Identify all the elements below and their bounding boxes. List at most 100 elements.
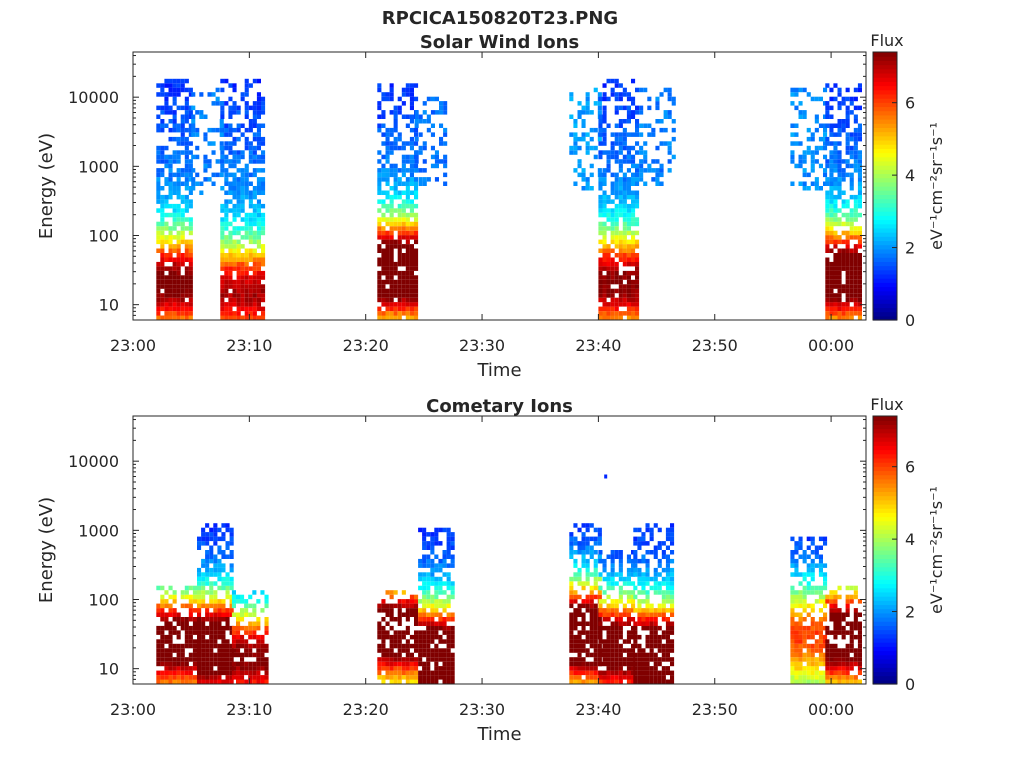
heatmap-cell xyxy=(837,306,842,312)
heatmap-cell xyxy=(598,599,603,604)
heatmap-cell xyxy=(236,306,241,312)
heatmap-cell xyxy=(633,630,638,635)
heatmap-cell xyxy=(422,594,427,600)
heatmap-cell xyxy=(176,666,181,671)
heatmap-cell xyxy=(219,101,224,106)
heatmap-cell xyxy=(665,634,670,640)
heatmap-cell xyxy=(802,652,807,658)
heatmap-cell xyxy=(653,675,658,680)
heatmap-cell xyxy=(645,523,650,528)
heatmap-cell xyxy=(256,221,261,227)
heatmap-cell xyxy=(252,643,257,649)
heatmap-cell xyxy=(438,603,443,609)
heatmap-cell xyxy=(626,302,631,307)
heatmap-cell xyxy=(841,261,846,267)
heatmap-cell xyxy=(401,261,406,267)
heatmap-cell xyxy=(188,643,193,649)
heatmap-cell xyxy=(377,226,382,231)
heatmap-cell xyxy=(837,221,842,227)
heatmap-cell xyxy=(225,675,230,680)
heatmap-cell xyxy=(802,87,807,93)
heatmap-cell xyxy=(385,172,390,178)
heatmap-cell xyxy=(184,105,189,111)
heatmap-cell xyxy=(252,194,257,200)
heatmap-cell xyxy=(180,648,185,653)
heatmap-cell xyxy=(825,261,830,267)
heatmap-cell xyxy=(197,576,202,582)
heatmap-cell xyxy=(176,235,181,240)
heatmap-cell xyxy=(188,266,193,271)
heatmap-cell xyxy=(581,105,586,111)
heatmap-cell xyxy=(593,608,598,613)
heatmap-cell xyxy=(248,212,253,218)
heatmap-cell xyxy=(397,105,402,111)
heatmap-cell xyxy=(589,670,594,676)
heatmap-cell xyxy=(236,177,241,182)
heatmap-cell xyxy=(833,244,838,249)
heatmap-cell xyxy=(176,648,181,653)
heatmap-cell xyxy=(389,594,394,600)
heatmap-cell xyxy=(192,594,197,600)
heatmap-cell xyxy=(418,177,423,182)
heatmap-cell xyxy=(156,199,161,204)
heatmap-cell xyxy=(401,253,406,258)
heatmap-cell xyxy=(810,132,815,137)
heatmap-cell xyxy=(217,536,222,542)
heatmap-cell xyxy=(389,648,394,653)
heatmap-cell xyxy=(569,590,574,595)
heatmap-cell xyxy=(585,186,590,191)
heatmap-cell xyxy=(633,657,638,662)
colorbar-segment xyxy=(873,495,897,501)
heatmap-cell xyxy=(833,306,838,312)
heatmap-cell xyxy=(853,145,858,151)
heatmap-cell xyxy=(837,284,842,289)
heatmap-cell xyxy=(240,661,245,667)
colorbar-segment xyxy=(873,533,897,539)
heatmap-cell xyxy=(671,136,676,142)
heatmap-cell xyxy=(857,661,862,667)
heatmap-cell xyxy=(203,154,208,160)
heatmap-cell xyxy=(430,634,435,640)
heatmap-cell xyxy=(631,221,636,227)
heatmap-cell xyxy=(180,643,185,649)
heatmap-cell xyxy=(857,190,862,195)
heatmap-cell xyxy=(228,221,233,227)
heatmap-cell xyxy=(228,302,233,307)
heatmap-cell xyxy=(261,154,266,160)
heatmap-cell xyxy=(160,625,165,631)
heatmap-cell xyxy=(626,612,631,617)
heatmap-cell xyxy=(389,306,394,312)
colorbar-segment xyxy=(873,550,897,555)
heatmap-cell xyxy=(405,248,410,253)
heatmap-cell xyxy=(618,634,623,640)
heatmap-cell xyxy=(244,194,249,200)
heatmap-cell xyxy=(229,679,234,684)
heatmap-cell xyxy=(401,235,406,240)
heatmap-cell xyxy=(653,554,658,559)
heatmap-cell xyxy=(573,590,578,595)
heatmap-cell xyxy=(176,78,181,84)
heatmap-cell xyxy=(215,87,220,93)
heatmap-cell xyxy=(213,527,218,533)
heatmap-cell xyxy=(670,608,675,613)
heatmap-cell xyxy=(845,217,850,222)
heatmap-cell xyxy=(248,217,253,222)
heatmap-cell xyxy=(389,92,394,97)
heatmap-cell xyxy=(393,315,398,320)
heatmap-cell xyxy=(236,284,241,289)
heatmap-cell xyxy=(377,172,382,178)
heatmap-cell xyxy=(657,603,662,609)
heatmap-cell xyxy=(849,630,854,635)
heatmap-cell xyxy=(802,554,807,559)
heatmap-cell xyxy=(829,235,834,240)
heatmap-cell xyxy=(631,172,636,178)
heatmap-cell xyxy=(814,639,819,644)
heatmap-cell xyxy=(209,594,214,600)
heatmap-cell xyxy=(228,257,233,262)
heatmap-cell xyxy=(645,661,650,667)
heatmap-cell xyxy=(659,168,664,173)
heatmap-cell xyxy=(614,177,619,182)
heatmap-cell xyxy=(168,168,173,173)
heatmap-cell xyxy=(228,315,233,320)
heatmap-cell xyxy=(439,110,444,115)
